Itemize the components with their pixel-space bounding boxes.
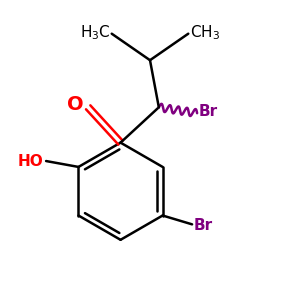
Text: CH$_3$: CH$_3$ [190, 23, 220, 42]
Text: Br: Br [194, 218, 213, 233]
Text: O: O [67, 95, 84, 114]
Text: HO: HO [18, 154, 44, 169]
Text: Br: Br [199, 104, 218, 119]
Text: H$_3$C: H$_3$C [80, 23, 110, 42]
